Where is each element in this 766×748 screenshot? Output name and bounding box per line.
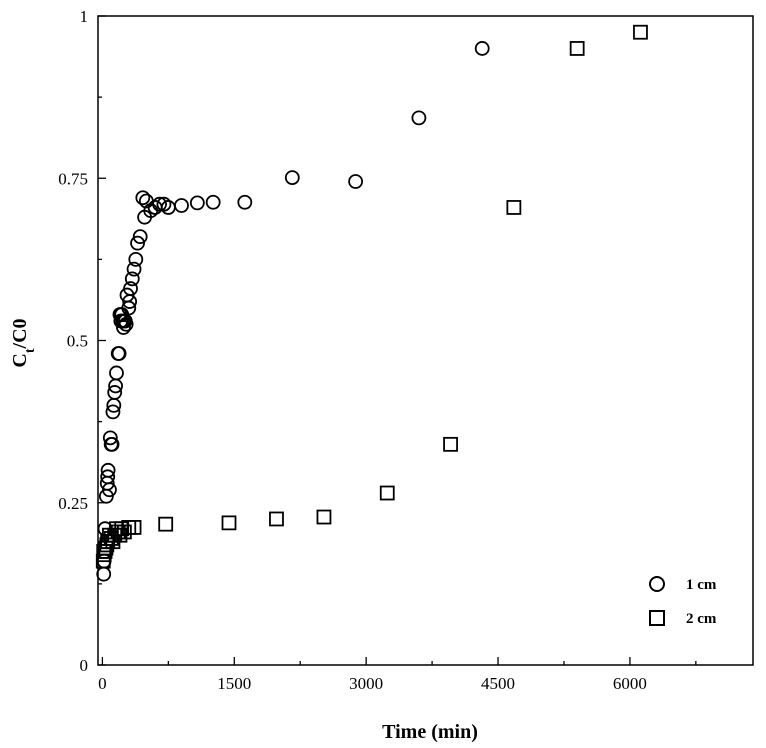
circle-data-point xyxy=(109,365,124,381)
circle-data-point xyxy=(205,194,221,210)
x-axis-title: Time (min) xyxy=(382,721,478,743)
square-data-point xyxy=(316,509,332,525)
circle-data-point xyxy=(189,195,205,211)
circle-data-point xyxy=(126,261,142,277)
circle-data-point xyxy=(132,229,148,245)
circle-data-point xyxy=(124,271,140,287)
circle-data-point xyxy=(96,566,112,582)
square-data-point xyxy=(506,200,522,215)
y-axis-title-sub: t xyxy=(23,348,38,353)
legend: 1 cm 2 cm xyxy=(649,576,717,627)
circle-marker-icon xyxy=(649,576,665,592)
circle-data-point xyxy=(107,385,123,400)
circle-data-point xyxy=(100,462,116,478)
circle-data-point xyxy=(130,235,145,251)
circle-data-point xyxy=(121,300,137,316)
square-data-point xyxy=(158,516,174,532)
circle-data-point xyxy=(474,41,490,56)
circle-data-point xyxy=(174,198,189,213)
circle-data-point xyxy=(111,346,127,361)
data-series-layer xyxy=(95,24,648,582)
circle-data-point xyxy=(411,110,427,126)
y-tick-label: 1 xyxy=(80,7,89,26)
circle-data-point xyxy=(105,404,121,420)
circle-data-point xyxy=(152,196,167,212)
x-tick-label: 3000 xyxy=(349,674,383,693)
square-data-point xyxy=(269,511,284,527)
square-data-point xyxy=(569,41,585,56)
x-axis: 0 1500 3000 4500 6000 xyxy=(98,657,697,693)
y-tick-label: 0.75 xyxy=(58,169,88,188)
square-data-point xyxy=(379,485,395,501)
square-data-point xyxy=(221,515,237,531)
y-tick-label: 0 xyxy=(80,656,89,675)
circle-data-point xyxy=(135,190,151,206)
square-data-point xyxy=(633,24,648,40)
circle-data-point xyxy=(102,430,118,446)
circle-data-point xyxy=(160,200,176,215)
circle-data-point xyxy=(156,196,172,212)
circle-data-point xyxy=(123,281,138,296)
circle-data-point xyxy=(128,251,144,267)
y-axis-title-main: C xyxy=(9,353,31,367)
circle-data-point xyxy=(104,436,120,452)
plot-frame xyxy=(97,15,754,666)
circle-data-point xyxy=(284,170,300,186)
y-axis: 0 0.25 0.5 0.75 1 xyxy=(58,7,106,675)
x-tick-label: 6000 xyxy=(613,674,647,693)
square-marker-icon xyxy=(649,610,665,626)
legend-label-1cm: 1 cm xyxy=(686,577,717,593)
y-axis-title: Ct/C0 xyxy=(9,318,38,367)
y-axis-title-rest: /C0 xyxy=(9,318,31,349)
x-tick-label: 1500 xyxy=(217,674,251,693)
square-data-point xyxy=(443,436,458,452)
y-tick-label: 0.5 xyxy=(67,332,88,351)
circle-data-point xyxy=(147,200,163,215)
circle-data-point xyxy=(118,316,134,332)
x-tick-label: 4500 xyxy=(481,674,515,693)
x-tick-label: 0 xyxy=(98,674,107,693)
circle-data-point xyxy=(237,194,253,210)
y-tick-label: 0.25 xyxy=(58,494,88,513)
legend-label-2cm: 2 cm xyxy=(686,611,717,627)
square-data-point xyxy=(126,520,142,535)
circle-data-point xyxy=(348,174,364,189)
series-2cm xyxy=(95,24,648,569)
circle-data-point xyxy=(102,482,117,498)
circle-data-point xyxy=(116,320,131,335)
square-data-point xyxy=(116,524,132,540)
series-1cm xyxy=(96,41,490,582)
